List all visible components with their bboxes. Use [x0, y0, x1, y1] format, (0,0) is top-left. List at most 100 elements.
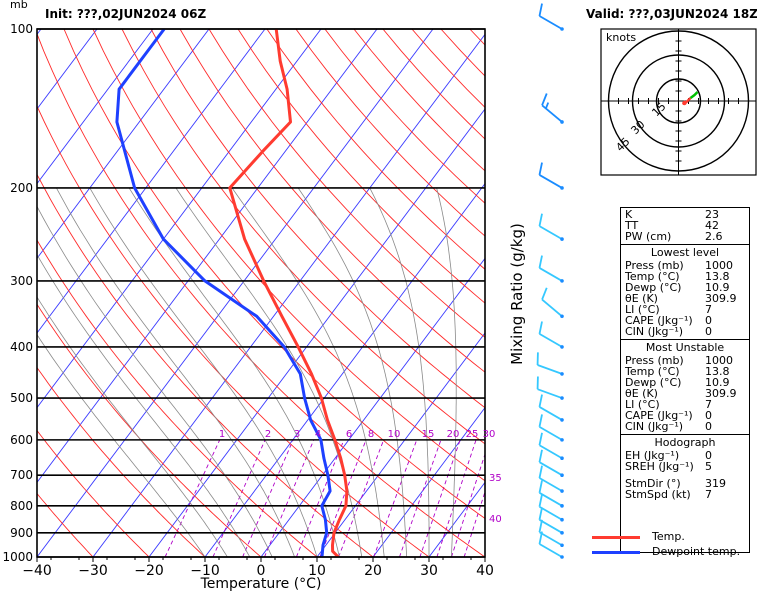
wind-barb-point	[560, 396, 564, 400]
index-value: 309.9	[705, 387, 737, 400]
mixing-ratio-label: 8	[368, 429, 374, 440]
wind-barb-point	[560, 279, 564, 283]
dry-adiabat-line	[121, 29, 485, 445]
index-label: LI (°C)	[625, 398, 660, 411]
mixing-ratio-label: 1	[219, 429, 225, 440]
index-row: Press (mb) 1000	[621, 355, 749, 366]
mixing-ratio-line	[212, 439, 266, 557]
wind-barb	[538, 162, 564, 190]
y-tick-label: 900	[10, 526, 33, 540]
dry-adiabat-line	[63, 29, 485, 519]
x-axis-label: Temperature (°C)	[200, 576, 322, 591]
index-value: 0	[705, 420, 712, 433]
most-unstable-title: Most Unstable	[645, 341, 725, 354]
index-row: Dewp (°C) 10.9	[621, 377, 749, 388]
wind-barb-staff	[539, 531, 563, 547]
index-value: 5	[705, 460, 712, 473]
mixing-ratio-label: 20	[447, 429, 460, 440]
mixing-ratio-label: 2	[265, 429, 271, 440]
x-tick-label: 20	[364, 563, 382, 579]
wind-barb-staff	[537, 388, 563, 399]
wind-barb-staff	[539, 519, 563, 534]
dry-adiabat-line	[37, 492, 94, 557]
y-tick-label: 800	[10, 499, 33, 513]
index-label: Press (mb)	[625, 259, 684, 272]
wind-barb	[538, 321, 564, 349]
isotherm-line	[92, 33, 485, 557]
index-value: 2.6	[705, 230, 723, 243]
wind-barb	[538, 3, 564, 31]
wind-barb-point	[560, 531, 564, 535]
wind-barb-point	[560, 517, 564, 522]
wind-barb-point	[560, 489, 564, 493]
index-label: K	[625, 208, 633, 221]
mixing-ratio-line	[264, 439, 315, 557]
legend-temp-line	[592, 536, 640, 539]
dry-adiabat-line	[266, 29, 485, 270]
x-tick-label: −20	[134, 563, 164, 579]
index-row: StmSpd (kt) 7	[621, 489, 749, 500]
wind-barb-staff	[539, 492, 563, 507]
wind-barb-point	[560, 456, 564, 461]
dry-adiabat-line	[37, 429, 150, 557]
x-tick-label: −40	[22, 563, 52, 579]
isotherm-line	[37, 29, 154, 185]
index-row: LI (°C) 7	[621, 399, 749, 410]
wind-barb	[538, 432, 564, 461]
index-value: 23	[705, 208, 719, 221]
index-label: CIN (Jkg⁻¹)	[625, 420, 684, 433]
index-value: 0	[705, 449, 712, 462]
wind-barb	[538, 519, 564, 548]
plot-background	[37, 29, 485, 557]
index-value: 42	[705, 219, 719, 232]
index-row: CAPE (Jkg⁻¹) 0	[621, 410, 749, 421]
most-unstable-section: Most Unstable Press (mb) 1000 Temp (°C) 13.…	[621, 340, 749, 435]
mixing-ratio-label: 40	[489, 514, 502, 525]
x-tick-label: −10	[190, 563, 220, 579]
wind-barb-point	[560, 120, 564, 124]
indices-table: K 23 TT 42 PW (cm) 2.6 Lowest level Press (mb…	[620, 207, 750, 553]
index-label: CAPE (Jkg⁻¹)	[625, 409, 693, 422]
wind-barb-flag	[538, 321, 543, 335]
wind-barb-staff	[539, 444, 563, 459]
index-row: CIN (Jkg⁻¹) 0	[621, 326, 749, 337]
wind-barb-flag	[538, 507, 543, 521]
index-value: 7	[705, 398, 712, 411]
wind-barb-point	[560, 555, 564, 559]
wind-barb-point	[560, 418, 564, 422]
mixing-ratio-label: 30	[483, 429, 496, 440]
index-row: SREH (Jkg⁻¹) 5	[621, 461, 749, 472]
index-label: Press (mb)	[625, 354, 684, 367]
wind-barb-flag	[538, 449, 543, 463]
wind-barb-point	[560, 237, 564, 241]
index-value: 13.8	[705, 270, 730, 283]
wind-barb-point	[560, 438, 564, 442]
wind-barb	[538, 507, 564, 535]
wind-barb	[538, 414, 564, 442]
wind-barb	[536, 352, 564, 376]
wind-barb-flag	[538, 432, 543, 446]
valid-time: Valid: ???,03JUN2024 18Z	[586, 7, 757, 21]
index-value: 7	[705, 488, 712, 501]
wind-barb-half-flag	[545, 102, 550, 109]
index-value: 13.8	[705, 365, 730, 378]
index-value: 0	[705, 409, 712, 422]
index-value: 319	[705, 477, 726, 490]
dry-adiabat-line	[37, 366, 206, 557]
mixing-ratio-label: 25	[466, 429, 479, 440]
hodograph-section: Hodograph EH (Jkg⁻¹) 0 SREH (Jkg⁻¹) 5 StmDi…	[621, 435, 749, 502]
y-tick-label: 700	[10, 468, 33, 482]
wind-barb-staff	[537, 364, 563, 375]
index-row: Dewp (°C) 10.9	[621, 282, 749, 293]
index-row: LI (°C) 7	[621, 304, 749, 315]
index-label: CAPE (Jkg⁻¹)	[625, 314, 693, 327]
mixing-ratio-label: 35	[489, 473, 502, 484]
x-tick-label: 30	[420, 563, 438, 579]
hodograph-trace-high	[689, 91, 699, 99]
index-value: 10.9	[705, 281, 730, 294]
legend-temp-label: Temp.	[652, 530, 685, 543]
index-label: StmDir (°)	[625, 477, 681, 490]
y-tick-label: 400	[10, 340, 33, 354]
